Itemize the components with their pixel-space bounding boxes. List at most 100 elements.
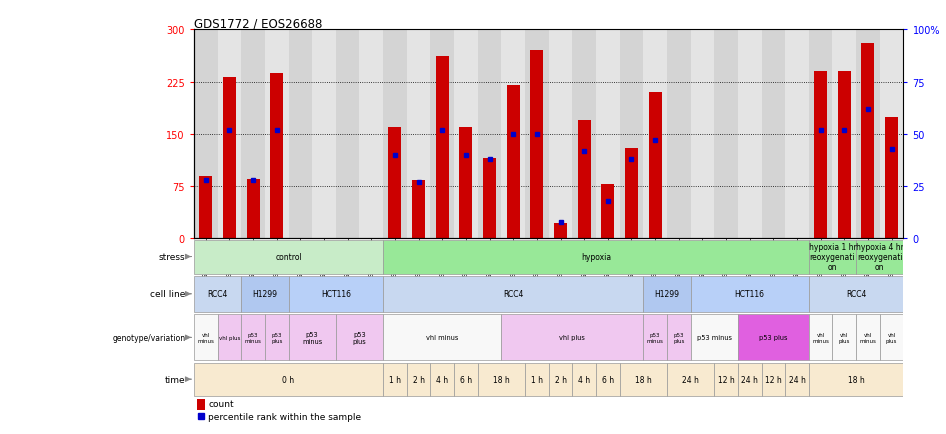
Text: p53
minus: p53 minus <box>647 332 663 343</box>
Text: vhl
minus: vhl minus <box>198 332 214 343</box>
Bar <box>649 93 661 239</box>
Bar <box>838 72 850 239</box>
Bar <box>407 30 430 239</box>
Bar <box>856 30 880 239</box>
Text: 1 h: 1 h <box>531 375 543 384</box>
Bar <box>809 363 903 396</box>
Bar <box>194 363 383 396</box>
Bar <box>194 276 241 312</box>
Bar <box>412 181 425 239</box>
Bar <box>809 315 832 361</box>
Text: H1299: H1299 <box>253 289 277 299</box>
Bar <box>483 159 496 239</box>
Text: stress: stress <box>159 253 185 261</box>
Text: vhl
plus: vhl plus <box>838 332 850 343</box>
Bar <box>809 240 856 274</box>
Bar <box>389 128 401 239</box>
Bar <box>531 51 543 239</box>
Bar <box>289 30 312 239</box>
Bar <box>625 148 638 239</box>
Bar <box>200 176 212 239</box>
Bar <box>194 315 218 361</box>
Bar <box>714 30 738 239</box>
Bar <box>832 30 856 239</box>
Bar <box>271 73 283 239</box>
Bar <box>572 363 596 396</box>
Bar <box>194 240 383 274</box>
Bar <box>507 86 519 239</box>
Bar <box>620 30 643 239</box>
Bar <box>218 315 241 361</box>
Text: 24 h: 24 h <box>789 375 805 384</box>
Text: 24 h: 24 h <box>682 375 699 384</box>
Bar <box>667 30 691 239</box>
Text: vhl plus: vhl plus <box>559 335 586 341</box>
Bar <box>194 30 218 239</box>
Bar <box>223 78 236 239</box>
Bar <box>383 315 501 361</box>
Text: percentile rank within the sample: percentile rank within the sample <box>208 411 361 421</box>
Text: 24 h: 24 h <box>742 375 758 384</box>
Text: 4 h: 4 h <box>436 375 448 384</box>
Text: p53 minus: p53 minus <box>697 335 731 341</box>
Bar <box>572 30 596 239</box>
Bar <box>430 30 454 239</box>
Text: vhl plus: vhl plus <box>219 335 240 340</box>
Bar <box>241 276 289 312</box>
Bar <box>359 30 383 239</box>
Text: p53
plus: p53 plus <box>673 332 685 343</box>
Text: 6 h: 6 h <box>602 375 614 384</box>
Bar <box>691 315 738 361</box>
Bar <box>738 363 762 396</box>
Text: H1299: H1299 <box>655 289 679 299</box>
Bar <box>815 72 827 239</box>
Bar <box>430 363 454 396</box>
Text: vhl minus: vhl minus <box>426 335 459 341</box>
Bar <box>198 399 204 410</box>
Bar <box>762 363 785 396</box>
Text: 0 h: 0 h <box>283 375 294 384</box>
Bar <box>809 276 903 312</box>
Bar <box>336 30 359 239</box>
Text: time: time <box>165 375 185 384</box>
Text: vhl
plus: vhl plus <box>885 332 898 343</box>
Bar <box>549 30 572 239</box>
Bar <box>312 30 336 239</box>
Bar <box>643 276 691 312</box>
Bar <box>289 315 336 361</box>
Bar <box>667 315 691 361</box>
Bar <box>549 363 572 396</box>
Bar <box>856 315 880 361</box>
Bar <box>856 240 903 274</box>
Bar <box>407 363 430 396</box>
Text: control: control <box>275 253 302 261</box>
Bar <box>809 30 832 239</box>
Text: 18 h: 18 h <box>493 375 510 384</box>
Bar <box>785 363 809 396</box>
Text: cell line: cell line <box>150 289 185 299</box>
Bar <box>383 30 407 239</box>
Bar <box>460 128 472 239</box>
Text: 18 h: 18 h <box>848 375 865 384</box>
Text: hypoxia 1 hr
reoxygenati
on: hypoxia 1 hr reoxygenati on <box>809 243 856 271</box>
Bar <box>620 363 667 396</box>
Bar <box>289 276 383 312</box>
Bar <box>501 315 643 361</box>
Bar <box>691 30 714 239</box>
Bar <box>885 117 898 239</box>
Bar <box>832 315 856 361</box>
Bar <box>596 363 620 396</box>
Bar <box>667 363 714 396</box>
Bar <box>596 30 620 239</box>
Text: RCC4: RCC4 <box>207 289 228 299</box>
Bar <box>602 185 614 239</box>
Text: HCT116: HCT116 <box>321 289 351 299</box>
Bar <box>880 30 903 239</box>
Bar <box>383 363 407 396</box>
Bar <box>738 315 809 361</box>
Text: 4 h: 4 h <box>578 375 590 384</box>
Text: 1 h: 1 h <box>389 375 401 384</box>
Text: p53
minus: p53 minus <box>302 331 323 344</box>
Bar <box>454 363 478 396</box>
Text: hypoxia: hypoxia <box>581 253 611 261</box>
